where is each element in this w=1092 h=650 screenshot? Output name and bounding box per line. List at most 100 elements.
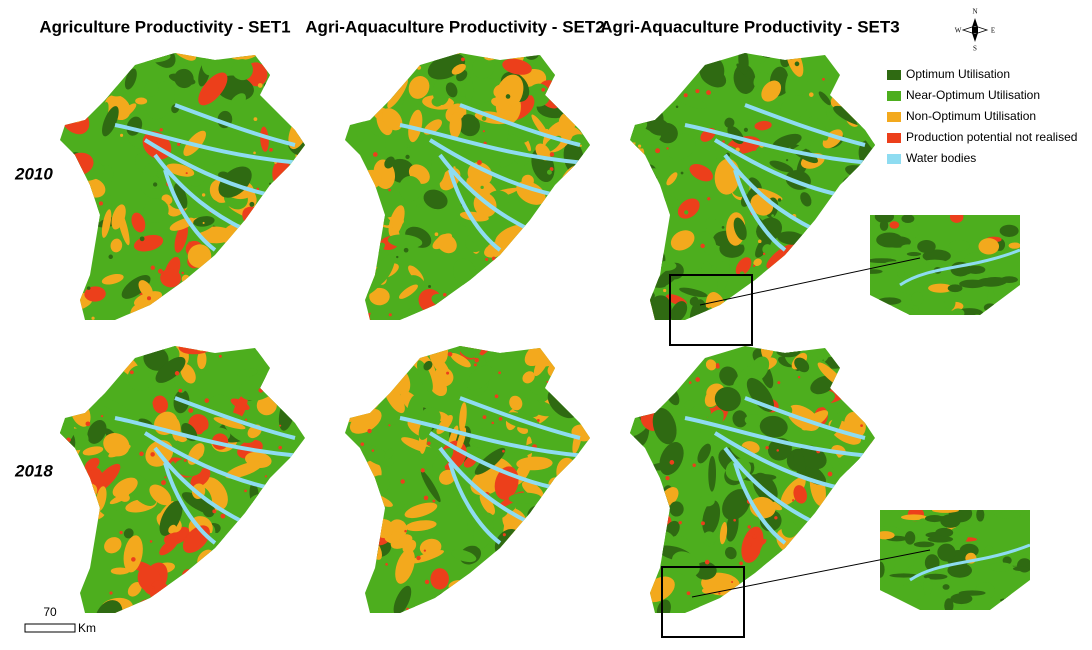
land-patch	[820, 312, 846, 320]
speckle	[104, 58, 108, 63]
land-patch	[568, 545, 581, 583]
land-patch	[630, 588, 649, 602]
land-patch	[68, 492, 82, 518]
legend-label: Non-Optimum Utilisation	[906, 109, 1036, 123]
land-patch	[256, 272, 272, 305]
speckle	[200, 289, 203, 293]
land-patch	[502, 58, 532, 75]
land-patch	[60, 242, 63, 258]
river	[428, 138, 556, 197]
land-patch	[630, 53, 647, 73]
river	[114, 123, 301, 165]
land-patch	[565, 375, 590, 398]
land-patch	[228, 93, 246, 113]
land-patch	[706, 307, 716, 320]
land-patch	[416, 360, 433, 392]
land-patch	[906, 251, 922, 257]
land-patch	[350, 98, 368, 114]
land-patch	[369, 287, 390, 306]
land-patch	[213, 417, 246, 430]
land-patch	[286, 350, 305, 376]
land-patch	[526, 257, 550, 275]
land-patch	[360, 444, 394, 467]
speckle	[809, 523, 813, 528]
land-patch	[722, 489, 751, 521]
land-patch	[831, 201, 846, 219]
land-patch	[135, 97, 148, 105]
speckle	[416, 204, 420, 208]
speckle	[426, 441, 431, 446]
speckle	[700, 243, 705, 249]
speckle	[263, 228, 268, 233]
land-patch	[720, 599, 737, 613]
speckle	[124, 318, 128, 320]
speckle	[478, 298, 483, 302]
land-patch	[630, 223, 644, 239]
land-patch	[633, 351, 653, 373]
land-patch	[630, 291, 641, 318]
land-patch	[439, 469, 456, 485]
river	[114, 416, 301, 458]
land-patch	[290, 392, 305, 403]
land-patch	[630, 308, 633, 320]
land-patch	[60, 512, 71, 541]
land-patch	[349, 53, 379, 65]
land-patch	[420, 470, 441, 503]
speckle	[345, 459, 346, 462]
speckle	[433, 321, 437, 325]
land-patch	[499, 603, 514, 613]
land-patch	[60, 202, 67, 211]
speckle	[541, 87, 546, 92]
river	[153, 153, 246, 232]
speckle	[663, 364, 667, 368]
scale-distance: 70	[43, 605, 57, 619]
land-patch	[286, 274, 305, 313]
land-patch	[61, 487, 81, 505]
land-patch	[882, 236, 911, 248]
speckle	[666, 147, 669, 150]
land-patch	[241, 589, 252, 603]
land-patch	[60, 499, 72, 516]
land-patch	[639, 384, 655, 397]
river	[723, 153, 816, 232]
speckle	[62, 108, 67, 112]
speckle	[263, 82, 269, 88]
land-patch	[508, 542, 532, 569]
land-patch	[677, 198, 700, 219]
land-patch	[861, 312, 868, 320]
land-patch	[474, 447, 506, 475]
speckle	[770, 608, 775, 613]
land-patch	[524, 261, 548, 284]
legend: Optimum Utilisation Near-Optimum Utilisat…	[887, 67, 1077, 165]
land-patch	[385, 500, 406, 520]
legend-label: Optimum Utilisation	[906, 67, 1010, 81]
land-patch	[572, 576, 590, 598]
speckle	[655, 148, 661, 154]
land-patch	[237, 368, 258, 377]
speckle	[789, 262, 793, 266]
speckle	[547, 565, 551, 569]
land-patch	[229, 284, 245, 300]
land-patch	[567, 584, 588, 599]
speckle	[693, 63, 698, 68]
speckle	[856, 211, 860, 215]
speckle	[249, 201, 255, 207]
land-patch	[267, 74, 302, 89]
speckle	[786, 560, 791, 565]
river	[399, 416, 586, 458]
land-patch	[168, 524, 177, 534]
land-patch	[101, 273, 124, 285]
speckle	[483, 592, 488, 596]
speckle	[106, 250, 111, 255]
land-patch	[466, 365, 493, 391]
land-patch	[398, 175, 422, 202]
speckle	[826, 111, 830, 116]
land-patch	[669, 501, 684, 517]
land-patch	[670, 230, 695, 251]
speckle	[74, 398, 77, 402]
land-patch	[123, 535, 143, 573]
river	[143, 138, 271, 197]
speckle	[495, 266, 500, 271]
scale-unit: Km	[78, 621, 96, 635]
speckle	[498, 304, 501, 307]
